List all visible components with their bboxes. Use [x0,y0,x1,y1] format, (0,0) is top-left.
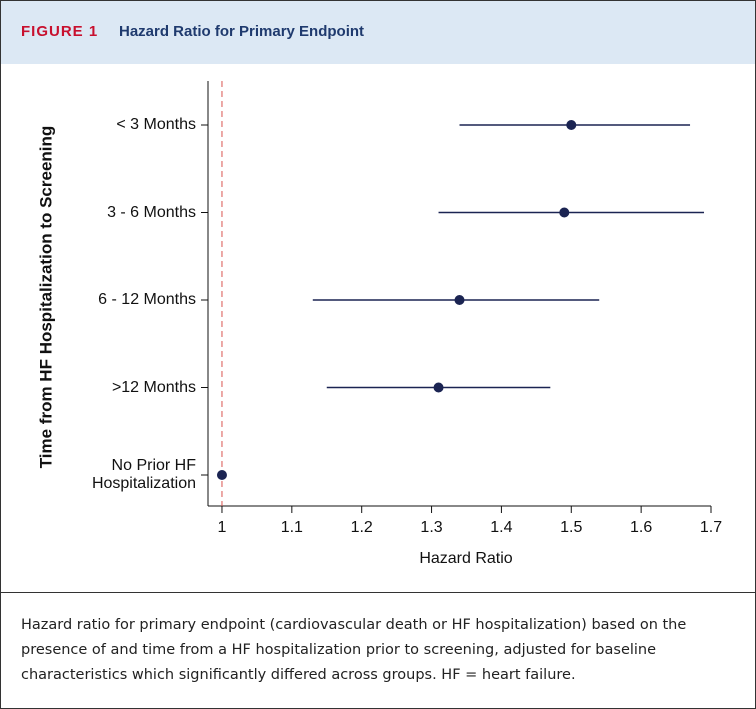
x-tick-label: 1.3 [420,519,442,536]
figure-title: Hazard Ratio for Primary Endpoint [119,23,365,40]
y-tick-label: No Prior HF Hospitalization [91,457,196,492]
point-estimate [454,295,465,305]
figure-label: FIGURE 1 [21,23,99,40]
y-tick-label: < 3 Months [116,116,196,133]
caption: Hazard ratio for primary endpoint (cardi… [21,617,687,683]
y-tick-label: 3 - 6 Months [107,203,196,221]
point-estimate [559,207,570,218]
point-estimate [216,470,227,480]
y-axis-label: Time from HF Hospitalization to Screenin… [36,126,55,469]
x-tick-label: 1 [218,519,227,536]
x-tick-label: 1.1 [281,519,303,536]
x-tick-label: 1.7 [700,519,722,536]
chart: Time from HF Hospitalization to Screenin… [36,81,722,567]
y-tick-label: 6 - 12 Months [98,291,196,308]
divider [1,592,755,593]
x-axis-label: Hazard Ratio [419,550,512,567]
x-tick-label: 1.6 [630,519,652,536]
x-tick-label: 1.4 [490,519,512,536]
x-tick-label: 1.5 [560,519,582,536]
x-tick-label: 1.2 [351,519,373,536]
y-tick-label: >12 Months [111,378,196,396]
point-estimate [433,382,444,393]
point-estimate [566,120,577,130]
header: FIGURE 1 Hazard Ratio for Primary Endpoi… [1,1,755,64]
